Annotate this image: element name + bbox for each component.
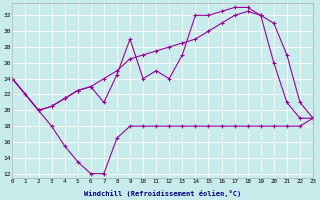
- X-axis label: Windchill (Refroidissement éolien,°C): Windchill (Refroidissement éolien,°C): [84, 190, 241, 197]
